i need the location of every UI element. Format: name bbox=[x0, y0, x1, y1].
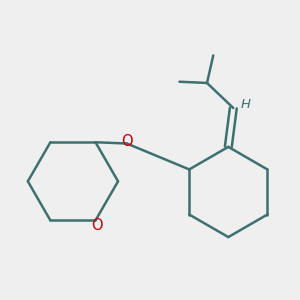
Text: O: O bbox=[121, 134, 133, 148]
Text: O: O bbox=[91, 218, 103, 233]
Text: H: H bbox=[241, 98, 251, 111]
